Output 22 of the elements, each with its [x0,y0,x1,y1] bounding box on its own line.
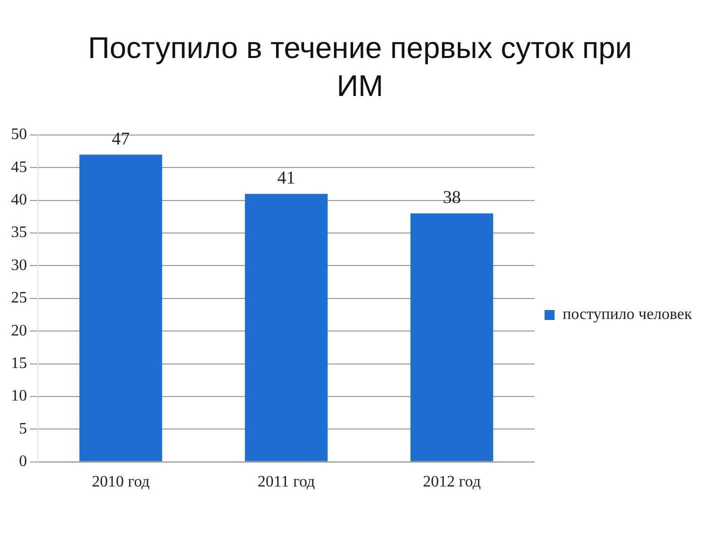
y-tick-label: 0 [19,453,27,470]
y-tick-label: 35 [11,224,27,242]
y-tick-label: 30 [11,256,27,274]
x-tick-label: 2012 год [422,474,481,491]
bar [410,213,494,462]
y-tick-label: 50 [11,126,27,144]
data-label: 38 [442,187,461,208]
x-tick-label: 2011 год [258,474,315,491]
y-tick-label: 20 [11,322,27,340]
data-label: 41 [277,168,296,188]
data-label: 47 [112,128,130,148]
y-tick-label: 10 [11,388,27,405]
x-tick-label: 2010 год [92,474,150,491]
bar [244,194,328,462]
chart-title: Поступило в течение первых суток при ИМ [87,31,633,104]
y-tick-label: 25 [11,290,27,307]
y-tick-label: 40 [11,192,27,209]
legend-label: поступило человек [562,306,692,324]
bar [79,154,162,462]
y-tick-label: 45 [11,158,27,176]
y-tick-label: 15 [11,354,27,372]
y-tick-label: 5 [19,420,27,438]
